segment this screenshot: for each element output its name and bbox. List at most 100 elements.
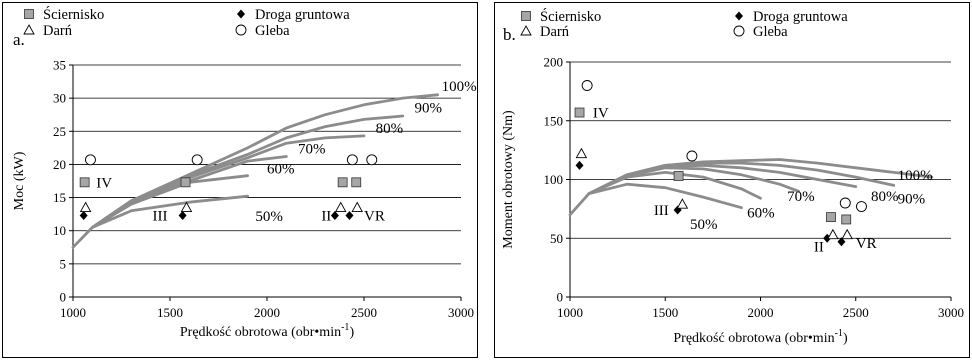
data-point-triangle [575,147,588,159]
y-tick-label: 0 [557,290,564,305]
x-tick-label: 1000 [60,305,86,320]
legend-marker-triangle [23,24,35,35]
gear-annotation: IV [593,106,609,122]
legend-marker-square [24,9,34,19]
data-point-circle [191,154,203,166]
data-point-diamond [178,210,187,220]
y-tick-label: 50 [550,231,563,246]
curve-label: 60% [747,205,775,221]
panel-letter: a. [13,30,25,49]
data-point-diamond [837,237,846,247]
data-point-triangle [334,201,347,212]
data-point-triangle [180,201,193,212]
data-point-square [351,177,362,188]
data-point-triangle [351,201,363,212]
y-tick-label: 100 [544,172,564,187]
legend-label: Gleba [753,24,788,40]
curve-label: 100% [442,79,477,95]
curve-label: 50% [690,217,718,233]
gear-annotation: VR [364,208,385,224]
x-axis-label: Prędkość obrotowa (obr•min-1) [180,322,355,340]
curve-label: 90% [898,191,926,207]
gear-annotation: IV [96,175,112,191]
data-point-diamond [575,160,584,170]
data-point-square [337,177,348,188]
curve-label: 80% [376,121,404,137]
x-tick-label: 1500 [652,305,678,320]
legend-marker-diamond [735,11,743,21]
y-tick-label: 5 [60,256,67,271]
x-axis-label-main: Prędkość obrotowa (obr•min [673,331,834,346]
x-tick-label: 2500 [843,305,869,320]
curve-label: 70% [298,142,326,158]
curve-50% [587,182,743,210]
data-point-circle [581,80,593,91]
panel-letter: b. [503,25,516,44]
x-tick-label: 2500 [351,305,377,320]
gear-annotation: III [153,208,168,224]
data-point-triangle [827,228,839,240]
data-point-triangle [79,201,92,212]
x-tick-label: 2000 [748,305,774,320]
data-point-circle [839,197,851,209]
legend-label: Darń [540,24,570,40]
legend-marker-square [521,11,531,21]
x-axis-label-main: Prędkość obrotowa (obr•min [180,325,341,340]
curve-label: 90% [414,100,442,116]
x-axis-label-superscript: -1 [341,322,349,333]
y-tick-label: 15 [53,190,66,205]
x-tick-label: 2000 [254,305,280,320]
y-tick-label: 35 [53,58,66,73]
legend-label: Ściernisko [540,8,601,25]
y-axis-label: Moc (kW) [12,151,27,210]
x-axis-label-tail: ) [349,325,354,340]
chart-b-svg: b. Ściernisko Droga gruntowa Darń Gleba 0 50 10… [501,8,964,346]
data-point-square [574,107,585,118]
data-point-triangle [841,228,853,240]
data-point-diamond [330,210,339,220]
x-tick-label: 1500 [157,305,183,320]
curve-60% [587,170,762,200]
data-point-square [79,177,90,188]
y-tick-label: 200 [544,55,564,70]
data-point-circle [85,154,96,166]
x-axis-label: Prędkość obrotowa (obr•min-1) [673,328,848,346]
data-point-circle [346,154,358,166]
curve-label: 50% [255,209,282,225]
curve-50% [91,194,250,229]
chart-panel-b: b. Ściernisko Droga gruntowa Darń Gleba 0 50 10… [494,2,970,358]
gear-annotation: III [654,203,669,219]
data-point-diamond [79,210,88,220]
data-point-square [180,177,191,188]
y-tick-label: 0 [60,290,67,305]
data-point-circle [366,154,378,166]
y-tick-label: 25 [53,124,66,139]
curve-label: 80% [871,189,899,205]
x-tick-label: 1000 [557,305,583,320]
x-axis-label-superscript: -1 [835,328,843,339]
y-axis-label: Moment obrotowy (Nm) [501,110,516,249]
data-point-square [841,214,852,225]
chart-panel-a: a. Ściernisko Droga gruntowa Darń Gleba 0 5 10 1… [2,2,478,358]
data-point-square [673,171,684,181]
x-tick-label: 3000 [448,305,474,320]
data-point-diamond [345,210,354,220]
y-tick-label: 20 [53,157,66,172]
data-point-triangle [676,198,689,209]
legend-label: Droga gruntowa [255,7,350,23]
y-tick-label: 30 [53,91,66,106]
curve-label: 60% [267,161,295,177]
y-tick-label: 10 [53,223,66,238]
gear-annotation: II [321,208,331,224]
curve-label: 100% [898,168,933,184]
x-axis-label-tail: ) [843,331,848,346]
legend-label: Darń [43,23,73,39]
data-point-square [826,212,836,223]
legend-marker-circle [733,25,745,37]
legend-label: Ściernisko [43,6,104,23]
x-tick-label: 3000 [938,305,964,320]
legend-marker-circle [235,24,247,36]
data-point-circle [686,150,698,162]
legend-label: Gleba [255,23,290,39]
gear-annotation: II [814,239,824,255]
